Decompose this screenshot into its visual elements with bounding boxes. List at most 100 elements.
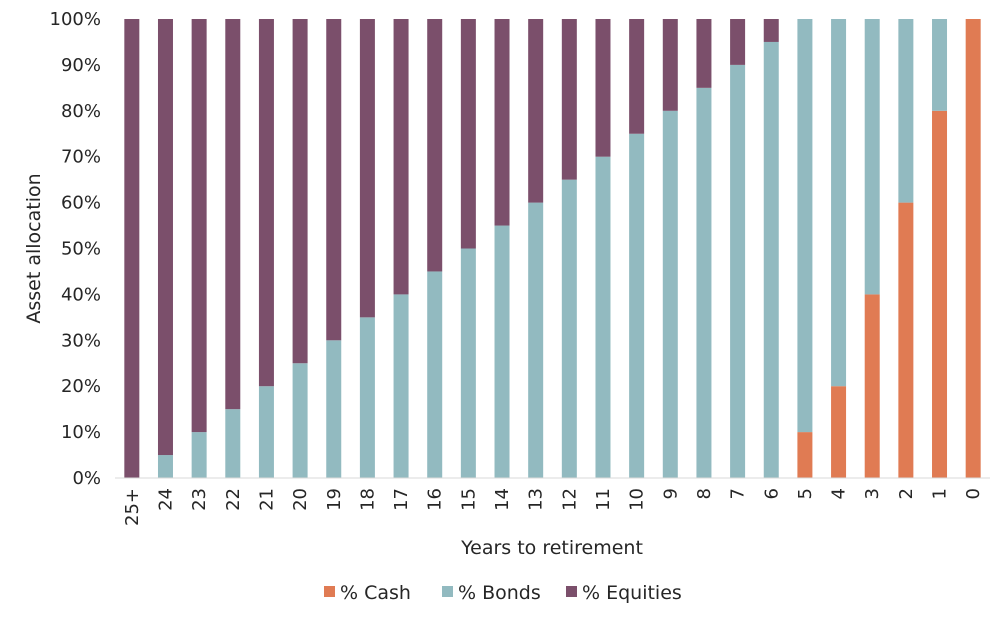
x-tick-label: 3 [862,488,883,499]
x-tick-label: 10 [627,488,648,511]
bar-equities [494,19,510,226]
bar-bonds [730,64,746,479]
bar-equities [258,19,274,387]
y-tick-label: 60% [61,193,101,214]
bar-bonds [898,19,914,203]
y-tick-label: 90% [61,55,101,76]
y-axis-title: Asset allocation [23,173,45,323]
bar-bonds [393,294,409,478]
x-tick-label: 13 [526,488,547,511]
bar-bonds [157,455,173,478]
legend-swatch-bonds [442,586,453,597]
legend-swatch-equities [566,586,577,597]
x-tick-label: 2 [896,488,917,499]
x-tick-label: 0 [963,488,984,499]
bar-bonds [326,340,342,478]
y-tick-label: 80% [61,101,101,122]
bar-equities [157,19,173,456]
x-tick-label: 5 [795,488,816,499]
legend-swatch-cash [324,586,335,597]
bar-equities [763,19,779,42]
bar-bonds [662,110,678,479]
bar-cash [898,202,914,478]
bar-equities [225,19,241,410]
y-axis-ticks: 0% 10% 20% 30% 40% 50% 60% 70% 80% 90% 100% [50,9,101,489]
bar-bonds [629,133,645,478]
bar-bonds [528,202,544,478]
y-tick-label: 40% [61,284,101,305]
bar-bonds [359,317,375,478]
bar-bonds [225,409,241,478]
bar-bonds [864,19,880,295]
bar-bonds [797,19,813,433]
y-tick-label: 50% [61,239,101,260]
bar-bonds [258,386,274,478]
y-tick-label: 30% [61,330,101,351]
bar-equities [629,19,645,134]
bar-bonds [696,87,712,478]
bar-equities [528,19,544,203]
x-tick-label: 15 [458,488,479,511]
legend-label-equities: % Equities [582,582,682,604]
x-tick-label: 23 [189,488,210,511]
bar-bonds [494,225,510,478]
bar-equities [595,19,611,157]
x-tick-label: 17 [391,488,412,511]
bar-equities [460,19,476,249]
bar-bonds [763,41,779,478]
x-tick-label: 21 [256,488,277,511]
bar-bonds [427,271,443,478]
y-tick-label: 20% [61,376,101,397]
legend-label-bonds: % Bonds [458,582,541,604]
bar-cash [864,294,880,478]
y-tick-label: 70% [61,147,101,168]
legend-label-cash: % Cash [340,582,411,604]
x-tick-label: 19 [324,488,345,511]
x-tick-label: 20 [290,488,311,511]
y-tick-label: 100% [50,9,101,30]
bar-cash [831,386,847,478]
x-tick-label: 1 [930,488,951,499]
bar-equities [191,19,207,433]
bar-bonds [932,19,948,111]
bar-bonds [191,432,207,478]
x-tick-label: 14 [492,488,513,511]
x-tick-label: 25+ [122,488,143,526]
x-tick-label: 12 [559,488,580,511]
bars-group [124,19,981,479]
bar-bonds [460,248,476,478]
bar-bonds [561,179,577,478]
bar-equities [730,19,746,65]
x-tick-label: 11 [593,488,614,511]
bar-bonds [292,363,308,478]
bar-equities [561,19,577,180]
bar-cash [797,432,813,478]
bar-cash [965,19,981,478]
bar-bonds [595,156,611,478]
x-axis-ticks: 25+ 24 23 22 21 20 19 18 17 16 15 14 13 12 11 10 9 8 7 6 5 4 3… [122,488,984,526]
x-tick-label: 6 [761,488,782,499]
x-tick-label: 8 [694,488,715,499]
x-tick-label: 18 [357,488,378,511]
bar-equities [696,19,712,88]
x-tick-label: 9 [660,488,681,499]
bar-equities [124,19,140,478]
bar-bonds [831,19,847,387]
bar-equities [326,19,342,341]
x-tick-label: 7 [728,488,749,499]
x-tick-label: 16 [425,488,446,511]
x-axis-title: Years to retirement [460,537,643,559]
legend: % Cash % Bonds % Equities [324,582,682,604]
bar-equities [662,19,678,111]
x-tick-label: 24 [155,488,176,511]
x-tick-label: 22 [223,488,244,511]
bar-equities [393,19,409,295]
y-tick-label: 10% [61,422,101,443]
x-tick-label: 4 [829,488,850,499]
y-tick-label: 0% [72,468,101,489]
bar-equities [359,19,375,318]
bar-cash [932,110,948,479]
bar-equities [427,19,443,272]
